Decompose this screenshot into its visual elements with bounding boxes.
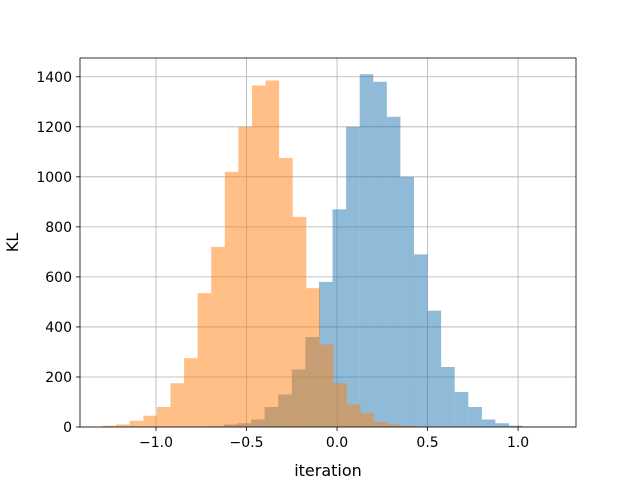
histogram-bar-series-2 — [374, 421, 388, 427]
histogram-bar-series-1 — [509, 425, 523, 427]
histogram-bar-series-2 — [279, 158, 293, 427]
histogram-bar-series-1 — [413, 254, 428, 427]
histogram-bar-series-2 — [170, 383, 185, 427]
histogram-bar-series-2 — [360, 413, 375, 427]
histogram-bar-series-2 — [401, 425, 415, 427]
x-tick-label: 0.0 — [326, 435, 348, 451]
y-tick-label: 1200 — [36, 120, 72, 136]
histogram-bar-series-2 — [387, 424, 402, 427]
histogram-bar-series-2 — [251, 85, 266, 427]
y-tick-label: 1000 — [36, 170, 72, 186]
y-tick-label: 1400 — [36, 70, 72, 86]
histogram-bar-series-2 — [184, 358, 198, 427]
x-tick-label: −0.5 — [230, 435, 264, 451]
histogram-bar-series-1 — [332, 209, 347, 427]
histogram-bar-series-2 — [129, 420, 144, 427]
histogram-bar-series-1 — [427, 310, 442, 427]
histogram-bar-series-1 — [454, 391, 469, 427]
histogram-bar-series-1 — [481, 419, 496, 427]
histogram-bar-series-2 — [143, 415, 157, 427]
histogram-bar-series-1 — [468, 406, 482, 427]
histogram-bar-series-2 — [265, 80, 280, 427]
histogram-bar-series-2 — [211, 246, 225, 427]
x-tick-label: −1.0 — [139, 435, 173, 451]
histogram-bar-series-2 — [197, 293, 212, 427]
histogram-bar-series-2 — [306, 288, 320, 427]
x-tick-label: 0.5 — [416, 435, 438, 451]
histogram-bar-series-1 — [386, 116, 401, 428]
histogram-bar-series-1 — [373, 81, 387, 427]
y-tick-label: 600 — [45, 270, 72, 286]
histogram-bar-series-2 — [347, 404, 361, 427]
histogram-bar-series-1 — [400, 176, 414, 427]
histogram-bar-series-2 — [116, 424, 130, 427]
x-axis-label: iteration — [294, 461, 362, 480]
y-tick-label: 200 — [45, 370, 72, 386]
histogram-bar-series-1 — [359, 74, 374, 427]
histogram-bar-series-1 — [441, 366, 455, 427]
histogram-bar-series-2 — [319, 344, 334, 427]
histogram-bar-series-2 — [333, 383, 348, 427]
histogram-bar-series-1 — [346, 126, 360, 428]
y-tick-label: 800 — [45, 220, 72, 236]
bars — [89, 74, 550, 428]
histogram-bar-series-2 — [292, 216, 307, 427]
histogram-bar-series-2 — [224, 171, 239, 427]
plot-frame — [79, 57, 577, 428]
histogram-bar-series-2 — [102, 425, 117, 427]
y-tick-label: 0 — [63, 420, 72, 436]
ticks: −1.0 −0.5 0.0 0.5 1.0 0 200 400 600 800 1000 1200 14… — [36, 70, 529, 451]
histogram-bar-series-2 — [156, 406, 171, 427]
y-axis-label: KL — [3, 233, 22, 252]
x-tick-label: 1.0 — [507, 435, 529, 451]
histogram-bar-series-2 — [238, 126, 252, 428]
y-tick-label: 400 — [45, 320, 72, 336]
histogram-bar-series-1 — [495, 423, 510, 427]
